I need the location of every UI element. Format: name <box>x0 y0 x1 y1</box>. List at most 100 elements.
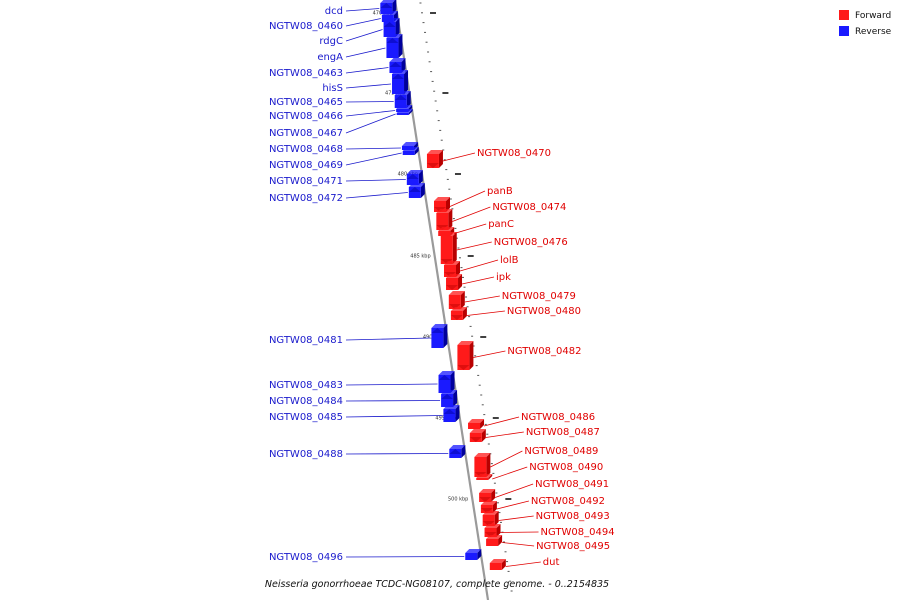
forward-gene-label[interactable]: ipk <box>496 272 511 283</box>
gene-leader <box>345 383 438 386</box>
gene-block[interactable] <box>474 453 491 477</box>
gene-leader <box>345 556 465 558</box>
gene-block[interactable] <box>389 58 406 73</box>
gene-block[interactable] <box>482 511 499 526</box>
gene-leader <box>496 500 529 510</box>
gene-block[interactable] <box>450 307 467 320</box>
gene-leader <box>345 18 381 27</box>
gene-leaders <box>345 8 541 567</box>
gene-block[interactable] <box>465 549 482 560</box>
gene-block[interactable] <box>380 0 397 14</box>
forward-gene-label[interactable]: NGTW08_0493 <box>536 511 610 522</box>
reverse-gene-label[interactable]: rdgC <box>319 36 343 47</box>
reverse-gene-label[interactable]: dcd <box>325 6 343 17</box>
gene-block[interactable] <box>402 147 419 155</box>
gene-block[interactable] <box>457 341 474 370</box>
reverse-gene-label[interactable]: engA <box>317 52 343 63</box>
gene-block[interactable] <box>489 559 506 570</box>
gene-block[interactable] <box>434 197 451 212</box>
gene-block[interactable] <box>392 70 409 94</box>
tick-label: 500 kbp <box>448 497 468 503</box>
genome-backbone <box>393 0 490 600</box>
reverse-gene-label[interactable]: NGTW08_0460 <box>269 21 343 32</box>
legend: Forward Reverse <box>839 10 892 37</box>
gene-leader <box>345 110 396 117</box>
gene-block[interactable] <box>486 535 503 546</box>
forward-gene-label[interactable]: NGTW08_0479 <box>502 291 576 302</box>
gene-block[interactable] <box>468 419 485 429</box>
gene-leader <box>345 453 449 455</box>
gene-leader <box>345 67 389 74</box>
reverse-gene-label[interactable]: NGTW08_0472 <box>269 193 343 204</box>
gene-block[interactable] <box>396 109 413 115</box>
legend-forward-swatch <box>839 10 849 20</box>
forward-gene-label[interactable]: NGTW08_0487 <box>526 427 600 438</box>
forward-gene-label[interactable]: NGTW08_0494 <box>541 527 615 538</box>
gene-block[interactable] <box>480 501 497 513</box>
reverse-gene-label[interactable]: hisS <box>322 83 343 94</box>
forward-gene-label[interactable]: panC <box>488 219 514 230</box>
gene-block[interactable] <box>440 232 457 264</box>
gene-block[interactable] <box>446 274 463 290</box>
gene-leader <box>345 179 406 182</box>
reverse-gene-label[interactable]: NGTW08_0467 <box>269 128 343 139</box>
reverse-gene-label[interactable]: NGTW08_0465 <box>269 97 343 108</box>
reverse-gene-label[interactable]: NGTW08_0469 <box>269 160 343 171</box>
gene-block[interactable] <box>436 209 453 230</box>
gene-leader <box>494 483 534 498</box>
reverse-gene-label[interactable]: NGTW08_0485 <box>269 412 343 423</box>
gene-leader <box>505 561 541 567</box>
reverse-gene-label[interactable]: NGTW08_0481 <box>269 335 343 346</box>
gene-block[interactable] <box>443 405 460 422</box>
forward-gene-label[interactable]: NGTW08_0490 <box>529 462 603 473</box>
forward-gene-label[interactable]: NGTW08_0486 <box>521 412 595 423</box>
gene-leader <box>449 190 486 207</box>
gene-leader <box>490 450 523 468</box>
gene-block[interactable] <box>408 183 425 198</box>
forward-gene-label[interactable]: NGTW08_0489 <box>524 446 598 457</box>
reverse-gene-label[interactable]: NGTW08_0471 <box>269 176 343 187</box>
gene-block[interactable] <box>394 91 411 108</box>
gene-block[interactable] <box>479 489 496 502</box>
gene-block[interactable] <box>441 390 458 407</box>
forward-gene-label[interactable]: NGTW08_0470 <box>477 148 551 159</box>
gene-block[interactable] <box>484 524 501 537</box>
gene-leader <box>442 152 476 162</box>
forward-gene-label[interactable]: dut <box>543 557 560 568</box>
legend-reverse-swatch <box>839 26 849 36</box>
gene-block[interactable] <box>449 445 466 458</box>
gene-block[interactable] <box>438 371 455 393</box>
forward-gene-label[interactable]: NGTW08_0491 <box>535 479 609 490</box>
gene-leader <box>502 542 535 547</box>
gene-block[interactable] <box>406 170 423 185</box>
gene-block[interactable] <box>476 474 493 480</box>
minor-ticks <box>419 2 513 592</box>
reverse-gene-label[interactable]: NGTW08_0484 <box>269 396 343 407</box>
gene-block[interactable] <box>469 429 486 442</box>
reverse-gene-label[interactable]: NGTW08_0468 <box>269 144 343 155</box>
forward-gene-label[interactable]: panB <box>487 186 513 197</box>
reverse-gene-label[interactable]: NGTW08_0488 <box>269 449 343 460</box>
gene-labels: dcd NGTW08_0460 rdgC engA NGTW08_0463 hisS NGT… <box>269 6 615 568</box>
gene-block[interactable] <box>383 18 400 37</box>
forward-gene-label[interactable]: NGTW08_0495 <box>536 541 610 552</box>
forward-gene-label[interactable]: NGTW08_0476 <box>494 237 568 248</box>
gene-block[interactable] <box>426 150 443 168</box>
gene-block[interactable] <box>386 34 403 58</box>
gene-block[interactable] <box>431 324 448 348</box>
forward-gene-label[interactable]: NGTW08_0492 <box>531 496 605 507</box>
reverse-gene-label[interactable]: NGTW08_0496 <box>269 552 343 563</box>
reverse-gene-label[interactable]: NGTW08_0483 <box>269 380 343 391</box>
forward-gene-label[interactable]: NGTW08_0482 <box>507 346 581 357</box>
forward-gene-label[interactable]: NGTW08_0480 <box>507 306 581 317</box>
reverse-gene-label[interactable]: NGTW08_0463 <box>269 68 343 79</box>
reverse-gene-label[interactable]: NGTW08_0466 <box>269 111 343 122</box>
gene-leader <box>452 206 491 222</box>
gene-leader <box>345 47 386 58</box>
forward-gene-label[interactable]: lolB <box>500 255 519 266</box>
gene-leader <box>461 276 495 285</box>
tick-label: 485 kbp <box>410 254 430 260</box>
gene-block[interactable] <box>448 291 465 309</box>
forward-gene-label[interactable]: NGTW08_0474 <box>492 202 566 213</box>
